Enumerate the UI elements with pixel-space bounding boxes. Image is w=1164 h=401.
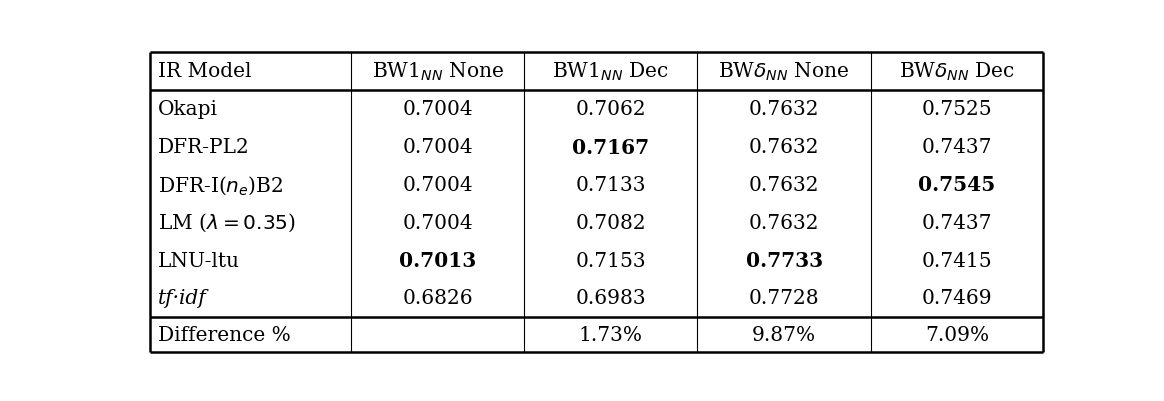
Text: BW1$_{NN}$ None: BW1$_{NN}$ None — [371, 61, 504, 83]
Text: BW$\delta_{NN}$ Dec: BW$\delta_{NN}$ Dec — [899, 61, 1015, 83]
Text: LM ($\lambda = 0.35$): LM ($\lambda = 0.35$) — [158, 211, 296, 234]
Text: 0.7728: 0.7728 — [748, 289, 819, 308]
Text: 0.7469: 0.7469 — [922, 289, 992, 308]
Text: BW$\delta_{NN}$ None: BW$\delta_{NN}$ None — [718, 61, 850, 83]
Text: 0.7632: 0.7632 — [748, 100, 819, 119]
Text: 0.7082: 0.7082 — [575, 213, 646, 232]
Text: 0.7004: 0.7004 — [403, 100, 473, 119]
Text: 0.7632: 0.7632 — [748, 213, 819, 232]
Text: 0.7004: 0.7004 — [403, 138, 473, 157]
Text: 0.7415: 0.7415 — [922, 251, 992, 270]
Text: 0.7133: 0.7133 — [575, 176, 646, 194]
Text: 9.87%: 9.87% — [752, 325, 816, 344]
Text: 0.7013: 0.7013 — [399, 250, 476, 270]
Text: 0.7545: 0.7545 — [918, 175, 995, 195]
Text: Difference %: Difference % — [158, 325, 291, 344]
Text: 7.09%: 7.09% — [925, 325, 989, 344]
Text: 0.7062: 0.7062 — [575, 100, 646, 119]
Text: 0.7004: 0.7004 — [403, 176, 473, 194]
Text: 0.6826: 0.6826 — [403, 289, 473, 308]
Text: 0.7437: 0.7437 — [922, 138, 992, 157]
Text: 0.7733: 0.7733 — [745, 250, 823, 270]
Text: IR Model: IR Model — [158, 62, 251, 81]
Text: 0.6983: 0.6983 — [575, 289, 646, 308]
Text: BW1$_{NN}$ Dec: BW1$_{NN}$ Dec — [553, 61, 669, 83]
Text: tf·idf: tf·idf — [158, 289, 207, 308]
Text: 0.7632: 0.7632 — [748, 138, 819, 157]
Text: 1.73%: 1.73% — [579, 325, 643, 344]
Text: 0.7437: 0.7437 — [922, 213, 992, 232]
Text: 0.7004: 0.7004 — [403, 213, 473, 232]
Text: Okapi: Okapi — [158, 100, 218, 119]
Text: 0.7167: 0.7167 — [573, 138, 650, 157]
Text: 0.7525: 0.7525 — [922, 100, 992, 119]
Text: LNU-ltu: LNU-ltu — [158, 251, 240, 270]
Text: 0.7153: 0.7153 — [575, 251, 646, 270]
Text: DFR-I($n_e$)B2: DFR-I($n_e$)B2 — [158, 174, 283, 196]
Text: 0.7632: 0.7632 — [748, 176, 819, 194]
Text: DFR-PL2: DFR-PL2 — [158, 138, 250, 157]
